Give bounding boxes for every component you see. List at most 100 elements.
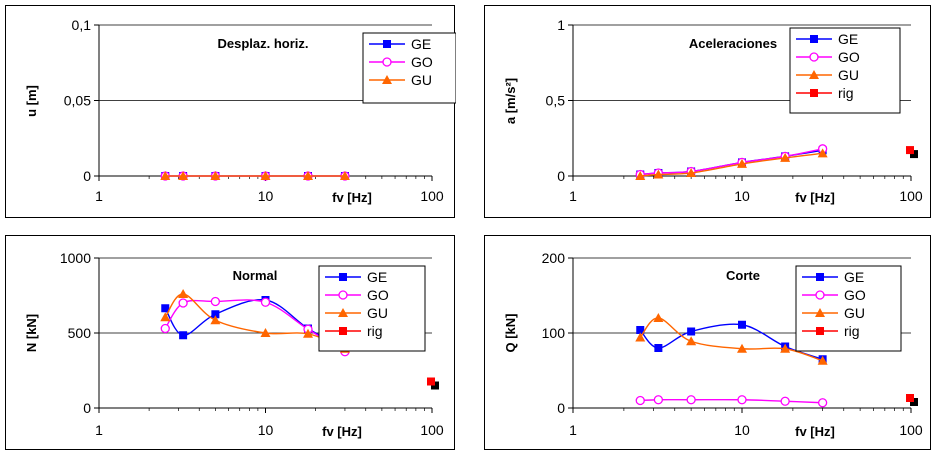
x-tick-label: 10 (734, 422, 750, 438)
x-tick-label: 100 (420, 422, 444, 438)
legend-marker-rig (816, 327, 824, 335)
legend-marker-gu (809, 70, 819, 79)
data-point-gu (653, 169, 664, 179)
data-point-rig (427, 377, 435, 386)
y-tick-label: 0 (557, 400, 565, 416)
data-point-ge (687, 327, 696, 336)
x-tick-label: 100 (420, 188, 444, 204)
data-point-gu (635, 332, 646, 342)
chart-title: Desplaz. horiz. (217, 36, 308, 51)
data-point-gu (178, 289, 189, 298)
data-point-ge (654, 344, 663, 352)
data-point-go (160, 323, 170, 334)
data-point-gu (653, 313, 664, 322)
data-point-gu (160, 171, 171, 180)
chart-panel-aceleraciones: 0 0,5 1 1 10 100 a [m/s²] fv [Hz] Aceleraciones G… (484, 5, 931, 218)
legend-marker-rig (810, 89, 818, 97)
legend-label-go: GO (411, 54, 433, 70)
chart-panel-normal: 0 500 1000 1 10 100 N [kN] fv [Hz] Normal GE GO GU r… (5, 235, 455, 450)
y-tick-label: 500 (68, 325, 92, 341)
x-axis-label: fv [Hz] (322, 424, 362, 439)
data-point-go (653, 395, 664, 405)
data-point-ge (211, 310, 220, 319)
series-line-ge (164, 298, 346, 351)
legend-marker-go (809, 52, 819, 62)
series-line-ge (639, 323, 823, 360)
data-point-gu (686, 336, 697, 346)
legend-label-go: GO (367, 287, 389, 303)
chart-aceleraciones: 0 0,5 1 1 10 100 a [m/s²] fv [Hz] Aceleraciones G… (503, 17, 923, 205)
data-point-gu (817, 355, 828, 365)
data-point-rig (906, 394, 914, 402)
data-point-go (178, 298, 188, 308)
x-tick-label: 100 (899, 188, 923, 204)
legend-box (795, 265, 902, 352)
data-point-ge (179, 331, 188, 340)
legend-marker-ge (816, 273, 824, 281)
data-point-gu (260, 328, 271, 337)
legend-label-gu: GU (367, 305, 388, 321)
legend-marker-gu (815, 308, 825, 317)
legend-label-go: GO (838, 49, 860, 65)
data-point-go (817, 398, 828, 408)
chart-desplazamiento: 0 0,05 0,1 1 10 100 u [m] fv [Hz] Desplaz. horiz… (24, 17, 456, 205)
x-tick-label: 1 (95, 188, 103, 204)
data-point-gu (303, 328, 314, 338)
data-point-gu (780, 343, 791, 353)
data-point-gu (686, 167, 697, 177)
legend-label-go: GO (844, 287, 866, 303)
data-point-ge (738, 320, 746, 329)
legend-label-rig: rig (844, 323, 860, 339)
data-point-gu (780, 152, 791, 162)
y-tick-label: 100 (542, 325, 566, 341)
data-point-go (686, 395, 696, 405)
y-tick-label: 0,1 (72, 17, 92, 33)
y-tick-label: 0 (557, 168, 565, 184)
legend-marker-rig (339, 327, 347, 335)
data-point-gu (339, 171, 350, 180)
y-axis-label: a [m/s²] (503, 78, 518, 124)
chart-panel-desplazamiento: 0 0,05 0,1 1 10 100 u [m] fv [Hz] Desplaz. horiz… (5, 5, 456, 218)
legend-marker-gu (338, 308, 348, 317)
x-axis-label: fv [Hz] (795, 424, 835, 439)
data-point-gu (260, 171, 271, 180)
legend-label-rig: rig (838, 85, 854, 101)
data-point-go (210, 296, 221, 307)
chart-title: Corte (726, 268, 760, 283)
y-axis-label: N [kN] (24, 314, 39, 352)
data-point-gu (737, 343, 747, 353)
legend-marker-go (382, 57, 392, 67)
x-tick-label: 10 (258, 422, 274, 438)
legend-marker-ge (383, 40, 391, 48)
y-tick-label: 1 (557, 17, 565, 33)
data-point-ge (161, 304, 170, 313)
legend-label-gu: GU (844, 305, 865, 321)
series-line-go (640, 398, 823, 404)
chart-normal: 0 500 1000 1 10 100 N [kN] fv [Hz] Normal GE GO GU r… (24, 250, 444, 439)
chart-panel-corte: 0 100 200 1 10 100 Q [kN] fv [Hz] Corte GE GO GU rig (484, 235, 931, 450)
y-tick-label: 200 (542, 250, 566, 266)
legend-label-ge: GE (838, 31, 858, 47)
data-point-go (260, 297, 271, 307)
y-axis-label: u [m] (24, 85, 39, 117)
y-tick-label: 0 (83, 168, 91, 184)
legend-label-gu: GU (838, 67, 859, 83)
data-point-gu (635, 171, 646, 180)
data-point-go (737, 395, 747, 405)
legend-marker-go (815, 290, 825, 300)
data-point-go (780, 396, 790, 406)
legend-label-rig: rig (367, 323, 383, 339)
chart-corte: 0 100 200 1 10 100 Q [kN] fv [Hz] Corte GE GO GU rig (503, 250, 923, 439)
legend-marker-go (338, 290, 348, 300)
x-tick-label: 1 (569, 422, 577, 438)
series-line-go (164, 299, 346, 353)
chart-title: Aceleraciones (689, 36, 777, 51)
data-point-gu (210, 171, 221, 180)
data-point-gu (178, 171, 189, 180)
series-line-go (640, 148, 823, 176)
x-axis-label: fv [Hz] (332, 190, 372, 205)
data-point-ge (636, 326, 645, 334)
legend-marker-ge (810, 35, 818, 43)
data-point-go (635, 395, 645, 406)
legend-label-ge: GE (844, 269, 864, 285)
